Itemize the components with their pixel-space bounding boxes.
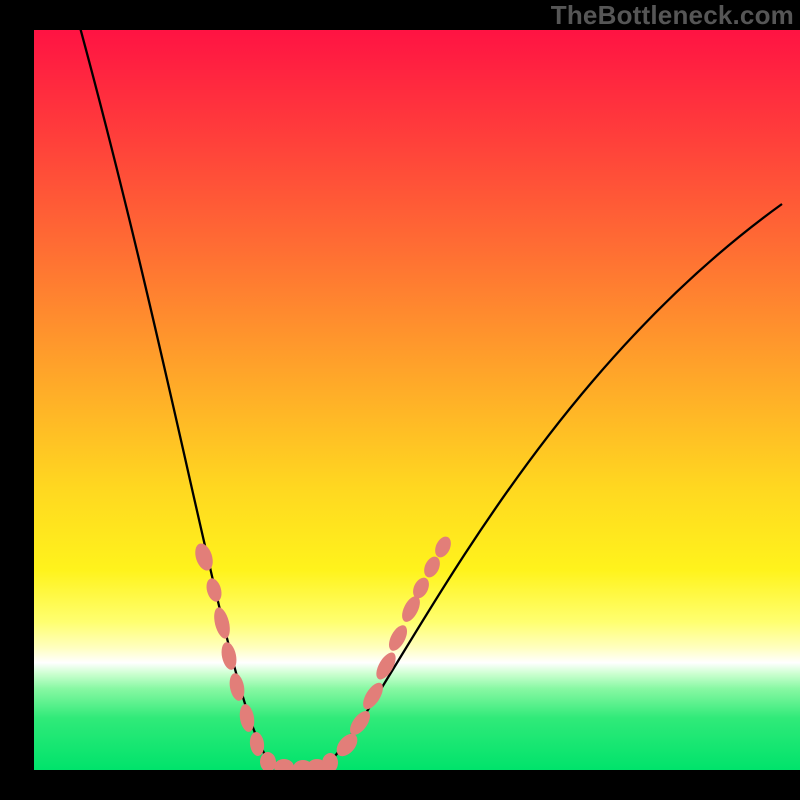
watermark-label: TheBottleneck.com	[551, 0, 794, 31]
chart-frame: TheBottleneck.com	[0, 0, 800, 800]
plot-background	[34, 30, 800, 770]
bottleneck-chart	[0, 0, 800, 800]
data-marker	[274, 759, 294, 775]
